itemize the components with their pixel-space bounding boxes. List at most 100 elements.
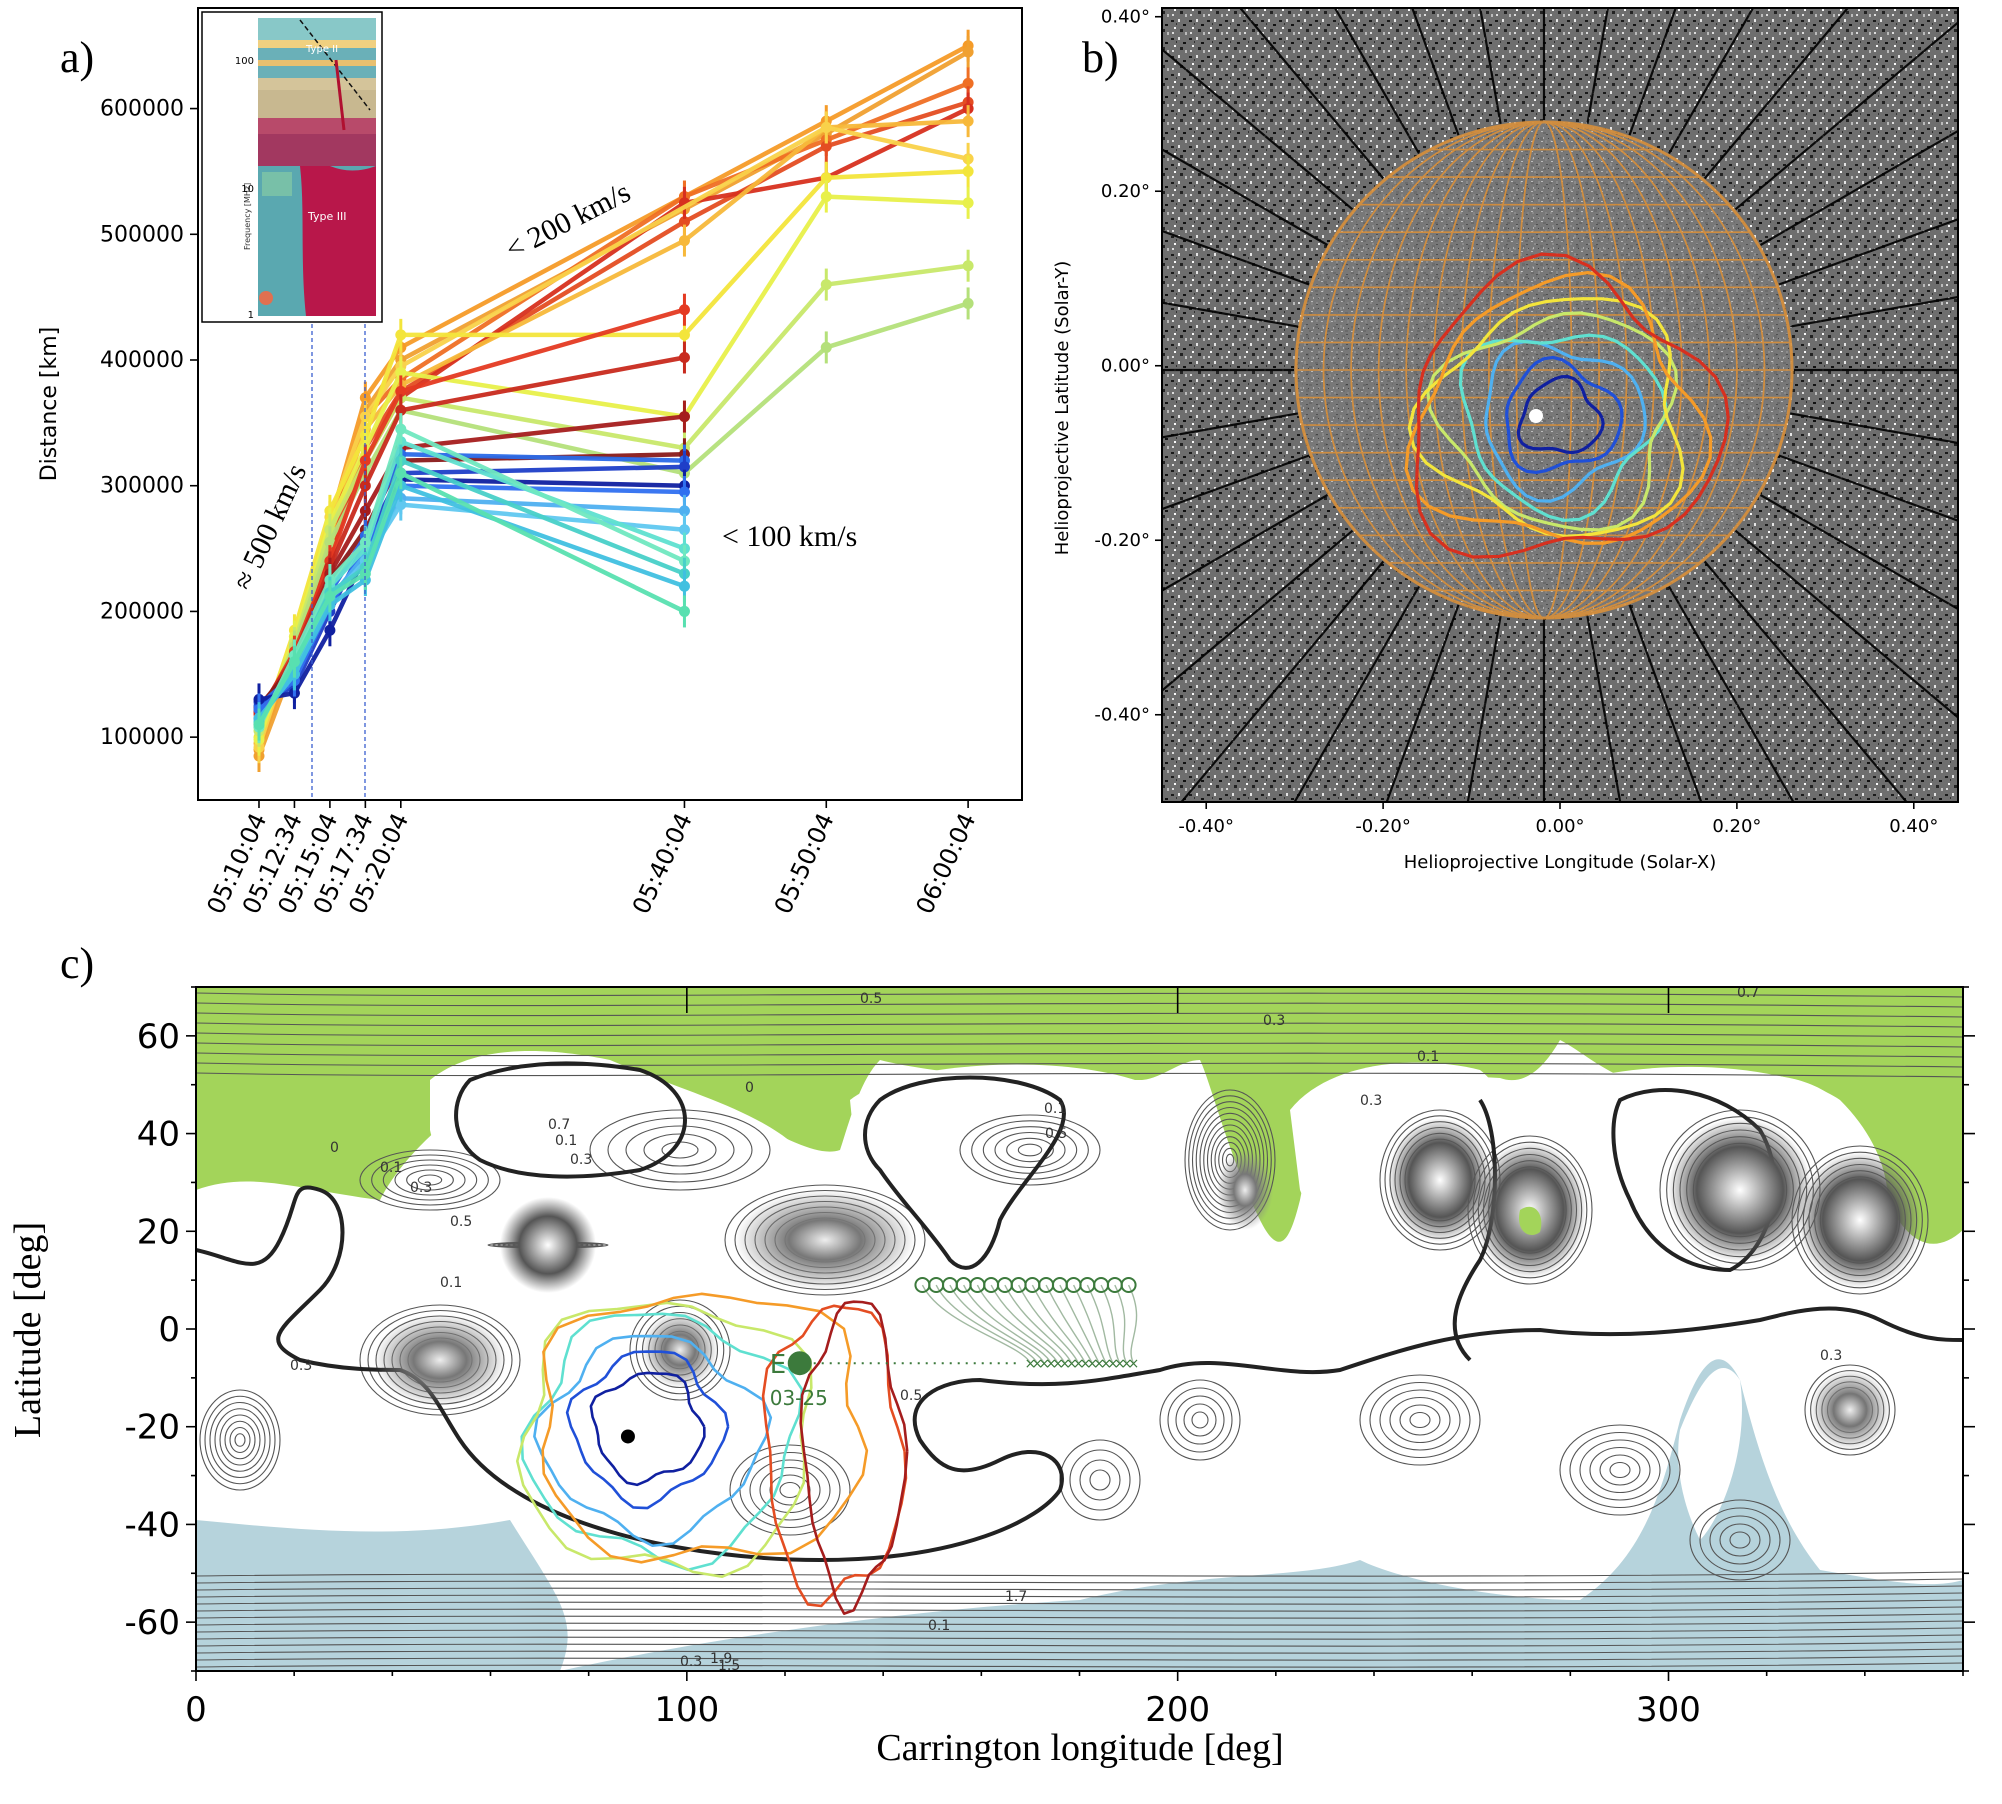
open-field-south xyxy=(560,1359,1963,1671)
south-contour-0 xyxy=(196,1662,1963,1668)
contour-ring-9-2 xyxy=(229,1426,251,1454)
ytick-label-5: 600000 xyxy=(100,97,184,122)
contour-ring-13-3 xyxy=(759,1466,821,1514)
contour-ring-9-5 xyxy=(214,1408,266,1472)
earth-marker xyxy=(787,1351,812,1376)
data-point-10-6 xyxy=(820,341,832,353)
front-footprint-1 xyxy=(565,1350,730,1510)
field-line-15 xyxy=(1127,1284,1138,1364)
contour-ring-1-2 xyxy=(406,1169,454,1191)
data-point-25-3 xyxy=(359,568,371,580)
contour-ring-19-1 xyxy=(1089,1469,1111,1491)
contour-ring-14-2 xyxy=(1399,1404,1441,1436)
radial-ray-23 xyxy=(1238,8,1385,180)
annotation-100-kms: < 100 km/s xyxy=(722,520,857,553)
footpoint-open-15 xyxy=(1120,1277,1137,1294)
contour-ring-10-10 xyxy=(359,1304,521,1416)
contour-ring-11-8 xyxy=(629,1299,731,1401)
b-xtick-label-3: 0.20° xyxy=(1712,816,1761,837)
data-point-8-4 xyxy=(395,367,407,379)
inset-type-iii-label: Type III xyxy=(307,210,347,223)
b-ytick-label-3: -0.20° xyxy=(1094,530,1150,551)
panel-a-ylabel: Distance [km] xyxy=(37,327,62,482)
north-contour-6 xyxy=(196,1052,1963,1058)
contour-labels: 0.50.30.10.700.1 0.30.50.700.10.30.50.10.… xyxy=(290,985,1842,1671)
b-ytick-label-1: 0.20° xyxy=(1101,181,1150,202)
contour-ring-15-1 xyxy=(1609,1461,1631,1479)
data-point-24-5 xyxy=(678,580,690,592)
contour-ring-9-3 xyxy=(224,1420,256,1460)
panel-b-helioprojective-map: -0.40° -0.20° 0.00° 0.20° 0.40° 0.40° 0.20° 0.0… xyxy=(1052,7,1959,873)
panel-c-ylabel: Latitude [deg] xyxy=(7,1222,49,1438)
ytick-label-1: 200000 xyxy=(100,599,184,624)
field-line-13 xyxy=(1100,1284,1121,1364)
open-field-north xyxy=(196,987,1963,1244)
radial-ray-25 xyxy=(1411,8,1460,136)
panel-b-xlabel: Helioprojective Longitude (Solar-X) xyxy=(1404,852,1717,873)
panel-a-frame xyxy=(197,7,1023,801)
data-point-8-7 xyxy=(962,197,974,209)
radial-ray-21 xyxy=(1162,148,1329,246)
contour-ring-18-5 xyxy=(1159,1379,1241,1461)
field-line-10 xyxy=(1059,1284,1100,1364)
data-point-25-4 xyxy=(395,467,407,479)
south-contour-7 xyxy=(196,1613,1963,1619)
data-point-18-5 xyxy=(678,486,690,498)
contour-label-5: 0.1 xyxy=(1044,1101,1066,1117)
earth-date-label: 03-25 xyxy=(770,1386,828,1410)
front-footprint-5 xyxy=(541,1292,869,1564)
contour-ring-15-2 xyxy=(1599,1454,1641,1486)
radial-ray-20 xyxy=(1162,229,1310,286)
panel-b-radial-rays xyxy=(1162,8,1958,802)
contour-ring-11-7 xyxy=(635,1305,725,1395)
contour-label-3: 0.7 xyxy=(1737,985,1759,1001)
contour-label-2: 0.1 xyxy=(1417,1049,1439,1065)
radial-ray-17 xyxy=(1162,412,1298,439)
radial-ray-32 xyxy=(1734,21,1958,211)
south-contour-4 xyxy=(196,1634,1963,1640)
contour-ring-18-2 xyxy=(1183,1403,1217,1437)
contour-label-17: 0.5 xyxy=(900,1388,922,1404)
data-point-5-7 xyxy=(962,115,974,127)
front-ring-7 xyxy=(1414,252,1730,559)
field-line-7 xyxy=(1018,1284,1080,1364)
map-markers: E 03-25 xyxy=(620,1350,1021,1444)
north-contour-3 xyxy=(196,1022,1963,1028)
radial-ray-35 xyxy=(1790,295,1958,328)
south-contour-3 xyxy=(196,1641,1963,1647)
b-xtick-label-0: -0.40° xyxy=(1178,816,1234,837)
data-point-6-5 xyxy=(820,121,832,133)
contour-ring-1-1 xyxy=(417,1174,443,1186)
contour-label-6: 0.3 xyxy=(1360,1093,1382,1109)
contour-ring-9-8 xyxy=(199,1389,281,1491)
c-xtick-label-1: 100 xyxy=(654,1690,719,1730)
contour-label-15: 0.1 xyxy=(440,1275,462,1291)
footpoint-cross-9: × xyxy=(1086,1356,1098,1372)
contour-label-8: 0.7 xyxy=(548,1117,570,1133)
south-contour-13 xyxy=(196,1571,1963,1577)
data-point-20-4 xyxy=(395,499,407,511)
contour-ring-17-4 xyxy=(1699,1507,1781,1573)
inset-ytick-100: 100 xyxy=(235,56,254,67)
footpoint-cross-2: × xyxy=(1038,1356,1050,1372)
panel-c-carrington-map: c) xyxy=(7,939,1975,1769)
field-line-9 xyxy=(1045,1284,1093,1364)
front-ring-1 xyxy=(1505,355,1624,475)
c-xtick-label-3: 300 xyxy=(1636,1690,1701,1730)
radial-ray-24 xyxy=(1333,8,1420,155)
data-point-2-7 xyxy=(962,77,974,89)
data-point-10-2 xyxy=(324,536,336,548)
front-footprint-2 xyxy=(533,1334,773,1548)
c-xtick-label-2: 200 xyxy=(1145,1690,1210,1730)
radial-ray-28 xyxy=(1586,8,1609,124)
radial-ray-33 xyxy=(1759,129,1958,246)
field-line-14 xyxy=(1114,1284,1128,1364)
radial-ray-22 xyxy=(1162,48,1354,211)
field-line-2 xyxy=(949,1284,1045,1364)
flare-source xyxy=(1529,409,1543,423)
field-line-6 xyxy=(1004,1284,1073,1364)
data-point-7-4 xyxy=(395,329,407,341)
contour-ring-19-3 xyxy=(1069,1449,1131,1511)
